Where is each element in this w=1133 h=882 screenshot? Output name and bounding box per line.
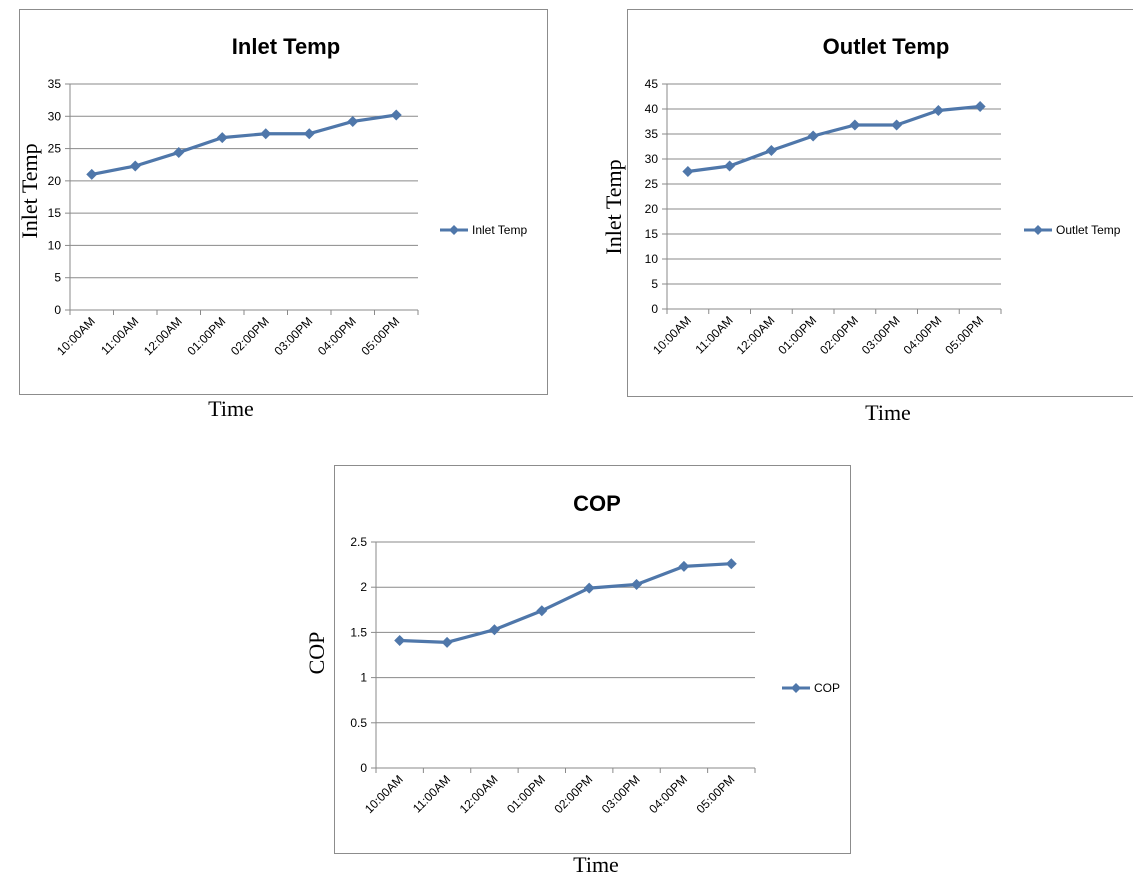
legend-label: COP [814,681,840,695]
y-tick-label: 20 [645,202,659,216]
data-point [394,635,406,647]
data-point [347,115,359,127]
data-point [891,119,903,131]
y-tick-label: 0.5 [350,716,367,730]
data-point [583,582,595,594]
x-tick-label: 02:00PM [228,314,272,358]
cop-chart: COP 0 0.5 1 1.5 2 2.5 10:00AM 11:00AM 12:00AM 01:0… [350,491,840,816]
x-tick-label: 03:00PM [859,313,903,357]
y-tick-label: 25 [48,142,62,156]
inlet-temp-chart-panel: Inlet Temp 0 5 10 15 20 25 30 35 10:00AM 11:00AM 12… [19,9,548,395]
legend-marker [449,225,459,235]
x-tick-label: 11:00AM [410,772,453,815]
x-tick-label: 04:00PM [901,313,945,357]
series-line [91,113,397,176]
data-point [631,578,643,590]
data-point [682,166,694,177]
data-point [678,560,690,572]
data-point [129,160,141,172]
x-tick-label: 11:00AM [98,314,141,357]
x-tick-label: 05:00PM [359,314,403,358]
x-tick-label: 05:00PM [942,313,986,357]
data-point [173,146,185,158]
y-tick-label: 0 [651,302,658,316]
x-tick-label: 01:00PM [185,314,229,358]
cop-chart-panel: COP 0 0.5 1 1.5 2 2.5 10:00AM 11:00AM 12:00AM 01:0… [334,465,851,854]
inlet-temp-chart: Inlet Temp 0 5 10 15 20 25 30 35 10:00AM 11:00AM 12… [48,34,528,358]
y-tick-label: 2 [360,580,367,594]
data-point [536,605,548,617]
x-tick-label: 04:00PM [315,314,359,358]
data-point [441,636,453,648]
outlet-temp-x-axis-title: Time [865,400,911,425]
x-tick-label: 03:00PM [272,314,316,358]
x-tick-label: 05:00PM [694,772,738,816]
series-line [399,562,732,644]
chart-title: Inlet Temp [232,34,340,59]
y-tick-label: 30 [48,109,62,123]
data-point [260,128,272,140]
y-tick-label: 30 [645,152,659,166]
data-point [932,105,944,116]
y-tick-label: 10 [645,252,659,266]
y-tick-label: 15 [48,206,62,220]
data-point [86,168,98,180]
y-tick-label: 35 [645,127,659,141]
y-tick-label: 20 [48,174,62,188]
data-point [390,109,402,121]
x-tick-label: 03:00PM [599,772,643,816]
x-tick-label: 01:00PM [775,313,819,357]
legend-label: Outlet Temp [1056,223,1121,237]
data-point [216,132,228,144]
outlet-temp-chart: Outlet Temp 0 5 10 15 20 25 30 35 40 45 10:00AM11:0… [645,34,1121,357]
data-point [725,558,737,570]
legend-label: Inlet Temp [472,223,527,237]
y-tick-label: 0 [360,761,367,775]
cop-x-axis-title: Time [573,852,619,877]
data-point [849,119,861,131]
y-tick-label: 15 [645,227,659,241]
outlet-temp-y-axis-title: Inlet Temp [601,159,626,255]
data-point [765,145,777,156]
chart-title: COP [573,491,621,516]
x-tick-label: 01:00PM [504,772,548,816]
y-tick-label: 45 [645,77,659,91]
inlet-temp-y-axis-title: Inlet Temp [17,143,42,239]
cop-y-axis-title: COP [304,631,329,675]
x-tick-label: 12:00AM [141,314,185,358]
y-tick-label: 5 [54,271,61,285]
x-tick-label: 12:00AM [734,313,778,357]
data-point [303,128,315,140]
outlet-temp-chart-panel: Outlet Temp 0 5 10 15 20 25 30 35 40 45 10:00AM 11:0… [627,9,1133,397]
y-tick-label: 25 [645,177,659,191]
x-tick-label: 12:00AM [457,772,501,816]
data-point [724,160,736,172]
y-tick-label: 2.5 [350,535,367,549]
y-tick-label: 10 [48,238,62,252]
x-tick-label: 11:00AM [693,313,736,356]
y-tick-label: 35 [48,77,62,91]
legend-marker [1033,225,1043,235]
data-point [974,101,986,112]
inlet-temp-x-axis-title: Time [208,396,254,421]
y-tick-label: 0 [54,303,61,317]
y-tick-label: 5 [651,277,658,291]
x-tick-label: 10:00AM [362,772,406,816]
data-point [488,624,500,636]
y-tick-label: 40 [645,102,659,116]
data-point [807,130,819,142]
series-line [687,104,981,174]
y-tick-label: 1.5 [350,625,367,639]
x-tick-label: 04:00PM [646,772,690,816]
x-tick-label: 02:00PM [817,313,861,357]
legend-marker [791,683,801,693]
x-tick-label: 02:00PM [551,772,595,816]
x-tick-label: 10:00AM [54,314,98,358]
chart-title: Outlet Temp [823,34,950,59]
x-tick-label: 10:00AM [650,313,694,357]
y-tick-label: 1 [360,671,367,685]
